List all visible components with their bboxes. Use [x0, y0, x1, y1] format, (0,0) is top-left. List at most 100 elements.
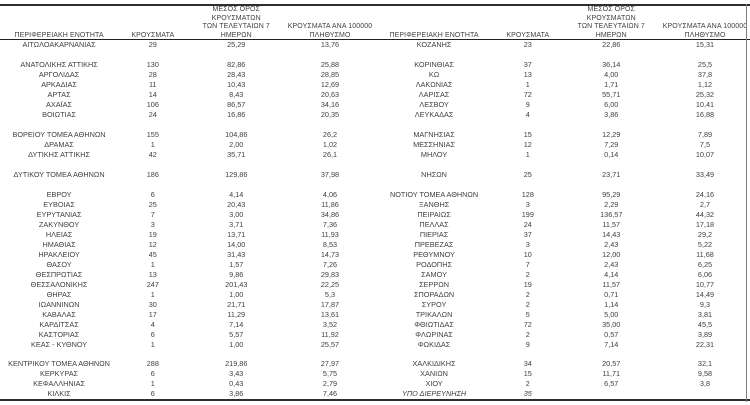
table-row: ΚΕΦΑΛΛΗΝΙΑΣ 1 0,43 2,79: [0, 379, 375, 389]
region-name-cell: ΘΑΣΟΥ: [46, 259, 72, 269]
per100k-value-cell: 25,32: [695, 90, 715, 100]
table-row: ΔΥΤΙΚΗΣ ΑΤΤΙΚΗΣ 42 35,71 26,1: [0, 150, 375, 160]
avg7-value-cell: 7,14: [604, 339, 619, 349]
region-name-cell: ΒΟΙΩΤΙΑΣ: [42, 110, 76, 120]
avg7-value-cell: 12,00: [602, 249, 621, 259]
table-row: ΛΑΡΙΣΑΣ 72 55,71 25,32: [375, 90, 750, 100]
per100k-value-cell: 28,85: [320, 70, 340, 80]
per100k-value-cell: 7,26: [322, 259, 338, 269]
region-name-cell: ΔΥΤΙΚΗΣ ΑΤΤΙΚΗΣ: [28, 150, 90, 160]
avg7-value-cell: 35,00: [602, 319, 621, 329]
table-row: ΒΟΙΩΤΙΑΣ 24 16,86 20,35: [0, 110, 375, 120]
avg7-value-cell: 4,00: [604, 70, 619, 80]
avg7-value-cell: 82,86: [227, 60, 246, 70]
avg7-value-cell: 25,29: [227, 40, 246, 50]
avg7-value-cell: 31,43: [227, 249, 246, 259]
region-name-cell: ΚΕΝΤΡΙΚΟΥ ΤΟΜΕΑ ΑΘΗΝΩΝ: [8, 359, 110, 369]
table-row: ΡΕΘΥΜΝΟΥ 10 12,00 11,68: [375, 249, 750, 259]
region-name-cell: ΦΘΙΩΤΙΔΑΣ: [414, 319, 454, 329]
per100k-value-cell: 25,88: [320, 60, 340, 70]
region-name-cell: ΔΡΑΜΑΣ: [44, 140, 74, 150]
per100k-value-cell: 7,46: [322, 389, 338, 399]
table-row: ΦΘΙΩΤΙΔΑΣ 72 35,00 45,5: [375, 319, 750, 329]
per100k-value-cell: 37,8: [697, 70, 713, 80]
column-header-cases: ΚΡΟΥΣΜΑΤΑ: [131, 31, 175, 39]
avg7-value-cell: 2,00: [229, 140, 244, 150]
avg7-value-cell: 7,29: [604, 140, 619, 150]
table-row: ΞΑΝΘΗΣ 3 2,29 2,7: [375, 200, 750, 210]
cases-value-cell: 3: [150, 219, 155, 229]
table-row: ΗΜΑΘΙΑΣ 12 14,00 8,53: [0, 239, 375, 249]
avg7-value-cell: 3,00: [229, 209, 244, 219]
region-name-cell: ΛΕΣΒΟΥ: [419, 100, 449, 110]
avg7-value-cell: 2,43: [604, 259, 619, 269]
table-row: ΑΡΚΑΔΙΑΣ 11 10,43 12,69: [0, 80, 375, 90]
cases-value-cell: 106: [146, 100, 159, 110]
avg7-value-cell: 136,57: [600, 209, 623, 219]
per100k-value-cell: 3,52: [322, 319, 338, 329]
per100k-value-cell: 34,16: [320, 100, 340, 110]
per100k-value-cell: 7,5: [699, 140, 711, 150]
cases-value-cell: 37: [523, 229, 532, 239]
avg7-value-cell: 0,57: [604, 329, 619, 339]
cases-value-cell: 24: [148, 110, 157, 120]
table-row: ΚΑΡΔΙΤΣΑΣ 4 7,14 3,52: [0, 319, 375, 329]
cases-value-cell: 37: [523, 60, 532, 70]
table-row: ΜΗΛΟΥ 1 0,14 10,07: [375, 150, 750, 160]
per100k-value-cell: 22,25: [320, 279, 340, 289]
table-row: ΚΟΖΑΝΗΣ 23 22,86 15,31: [375, 40, 750, 50]
avg7-value-cell: 3,86: [604, 110, 619, 120]
cases-value-cell: 28: [148, 70, 157, 80]
region-name-cell: ΜΗΛΟΥ: [420, 150, 448, 160]
per100k-value-cell: 22,31: [695, 339, 715, 349]
region-name-cell: ΠΡΕΒΕΖΑΣ: [414, 239, 454, 249]
per100k-value-cell: 20,63: [320, 90, 340, 100]
cases-value-cell: 2: [525, 379, 530, 389]
avg7-value-cell: 36,14: [602, 60, 621, 70]
region-name-cell: ΚΕΑΣ - ΚΥΘΝΟΥ: [30, 339, 88, 349]
table-row: ΔΡΑΜΑΣ 1 2,00 1,02: [0, 140, 375, 150]
cases-value-cell: 1: [525, 150, 530, 160]
region-name-cell: ΝΗΣΩΝ: [421, 170, 447, 180]
table-row: ΣΕΡΡΩΝ 19 11,57 10,77: [375, 279, 750, 289]
avg7-value-cell: 6,00: [604, 100, 619, 110]
region-name-cell: ΡΕΘΥΜΝΟΥ: [413, 249, 455, 259]
table-row: ΘΗΡΑΣ 1 1,00 5,3: [0, 289, 375, 299]
per100k-value-cell: 14,49: [695, 289, 715, 299]
table-row: ΥΠΟ ΔΙΕΡΕΥΝΗΣΗ 35: [375, 389, 750, 399]
per100k-value-cell: 7,36: [322, 219, 338, 229]
cases-value-cell: 6: [150, 329, 155, 339]
avg7-value-cell: 3,71: [229, 219, 244, 229]
per100k-value-cell: 5,75: [322, 369, 338, 379]
per100k-value-cell: 27,97: [320, 359, 340, 369]
avg7-value-cell: 86,57: [227, 100, 246, 110]
region-name-cell: ΒΟΡΕΙΟΥ ΤΟΜΕΑ ΑΘΗΝΩΝ: [12, 130, 106, 140]
table-row: ΙΩΑΝΝΙΝΩΝ 30 21,71 17,87: [0, 299, 375, 309]
column-header-per100k: ΚΡΟΥΣΜΑΤΑ ΑΝΑ 100000 ΠΛΗΘΥΣΜΟ: [662, 23, 748, 39]
table-gap-row: [375, 349, 750, 359]
avg7-value-cell: 1,71: [604, 80, 619, 90]
avg7-value-cell: 3,43: [229, 369, 244, 379]
per100k-value-cell: 11,86: [321, 199, 339, 209]
table-row: ΘΕΣΣΑΛΟΝΙΚΗΣ 247 201,43 22,25: [0, 279, 375, 289]
avg7-value-cell: 5,00: [604, 309, 619, 319]
per100k-value-cell: 17,87: [320, 299, 340, 309]
per100k-value-cell: 29,83: [320, 269, 340, 279]
per100k-value-cell: 10,77: [695, 279, 715, 289]
region-name-cell: ΦΛΩΡΙΝΑΣ: [415, 329, 453, 339]
cases-value-cell: 13: [148, 269, 157, 279]
table-row: ΧΑΛΚΙΔΙΚΗΣ 34 20,57 32,1: [375, 359, 750, 369]
table-row: ΣΥΡΟΥ 2 1,14 9,3: [375, 299, 750, 309]
per100k-value-cell: 34,86: [320, 209, 340, 219]
region-name-cell: ΜΑΓΝΗΣΙΑΣ: [413, 130, 455, 140]
table-left-half: ΠΕΡΙΦΕΡΕΙΑΚΗ ΕΝΟΤΗΤΑ ΚΡΟΥΣΜΑΤΑ ΜΕΣΟΣ ΟΡΟ…: [0, 6, 375, 399]
per100k-value-cell: 26,2: [322, 130, 338, 140]
table-row: ΡΟΔΟΠΗΣ 7 2,43 6,25: [375, 259, 750, 269]
cases-value-cell: 288: [146, 359, 159, 369]
region-name-cell: ΣΥΡΟΥ: [421, 299, 447, 309]
avg7-value-cell: 7,14: [229, 319, 244, 329]
cases-value-cell: 24: [523, 219, 532, 229]
avg7-value-cell: 10,43: [227, 80, 246, 90]
table-row: ΠΡΕΒΕΖΑΣ 3 2,43 5,22: [375, 239, 750, 249]
region-name-cell: ΦΩΚΙΔΑΣ: [417, 339, 451, 349]
